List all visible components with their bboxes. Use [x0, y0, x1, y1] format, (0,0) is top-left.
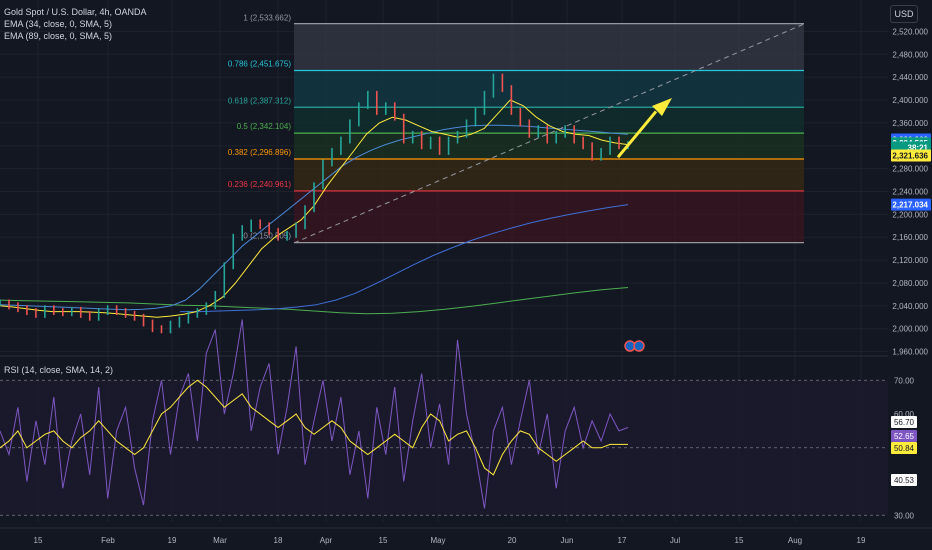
- time-tick-label: 15: [379, 536, 388, 545]
- price-tick-label: 2,120.000: [892, 256, 928, 265]
- price-tick-label: 2,080.000: [892, 279, 928, 288]
- fib-zone: [294, 190, 804, 243]
- time-axis[interactable]: 15 Feb 19 Mar 18 Apr 15 May 20 Jun 17 Jul 15 Aug 19: [0, 527, 932, 550]
- time-axis-bg: [0, 528, 932, 550]
- ema-long-blue-line: [180, 204, 629, 313]
- rsi-tick-label: 30.00: [894, 511, 915, 520]
- fib-level-label: 0.618 (2,387.312): [228, 96, 291, 105]
- ema-89-label[interactable]: EMA (89, close, 0, SMA, 5): [4, 31, 113, 41]
- fib-level-label: 0 (2,150.505): [243, 232, 291, 241]
- price-tick-label: 2,000.000: [892, 325, 928, 334]
- rsi-axis[interactable]: 70.00 60.00 30.00 56.70 52.65 50.84 40.53: [891, 376, 917, 520]
- price-tick-label: 2,360.000: [892, 119, 928, 128]
- time-tick-label: 15: [34, 536, 43, 545]
- rsi-label[interactable]: RSI (14, close, SMA, 14, 2): [4, 365, 114, 375]
- time-tick-label: 19: [857, 536, 866, 545]
- time-tick-label: 15: [735, 536, 744, 545]
- fib-level-label: 0.236 (2,240.961): [228, 180, 291, 189]
- symbol-title[interactable]: Gold Spot / U.S. Dollar, 4h, OANDA: [4, 7, 147, 17]
- fib-zone: [294, 133, 804, 159]
- fib-zone: [294, 107, 804, 134]
- rsi-tag: [891, 416, 917, 428]
- price-lines: [0, 73, 629, 334]
- rsi-tick-label: 70.00: [894, 376, 915, 385]
- price-tag: [891, 149, 931, 162]
- fib-zone: [294, 158, 804, 191]
- price-tick-label: 2,240.000: [892, 188, 928, 197]
- price-tag-label: 38:21: [908, 143, 929, 152]
- time-tick-label: 17: [618, 536, 627, 545]
- fib-zone: [294, 70, 804, 108]
- price-tag: [891, 198, 931, 211]
- rsi-tag: [891, 442, 917, 454]
- projection-arrow-shaft: [616, 110, 658, 159]
- fib-level-label: 0.786 (2,451.675): [228, 59, 291, 68]
- dashed-trend-line: [293, 23, 805, 244]
- rsi-tag-label: 50.84: [894, 444, 915, 453]
- rsi-tick-label: 60.00: [894, 410, 915, 419]
- projection-arrow-head: [652, 98, 672, 116]
- rsi-tag: [891, 474, 917, 486]
- time-tick-label: 19: [168, 536, 177, 545]
- currency-button[interactable]: USD: [890, 5, 918, 23]
- ema-long-green-line: [0, 287, 629, 315]
- price-tick-label: 2,200.000: [892, 210, 928, 219]
- price-tick-label: 2,160.000: [892, 233, 928, 242]
- fib-level-label: 1 (2,533.662): [243, 14, 291, 23]
- rsi-tag-label: 52.65: [894, 432, 915, 441]
- price-tick-label: 2,400.000: [892, 96, 928, 105]
- price-tick-label: 2,040.000: [892, 302, 928, 311]
- price-tick-label: 2,280.000: [892, 165, 928, 174]
- rsi-ma-line: [0, 379, 628, 476]
- price-tick-label: 2,520.000: [892, 27, 928, 36]
- rsi-tag-label: 56.70: [894, 418, 915, 427]
- economic-event-icon: [633, 340, 645, 352]
- time-tick-label: Jun: [561, 536, 574, 545]
- time-tick-label: 20: [508, 536, 517, 545]
- time-tick-label: Apr: [320, 536, 333, 545]
- time-tick-label: Jul: [670, 536, 680, 545]
- rsi-line: [0, 319, 629, 509]
- price-axis-bg: [888, 0, 932, 550]
- fib-level-label: 0.382 (2,296.896): [228, 148, 291, 157]
- event-icons[interactable]: [624, 340, 645, 352]
- time-tick-label: Feb: [101, 536, 115, 545]
- rsi-tag-label: 40.53: [894, 476, 915, 485]
- rsi-tag: [891, 430, 917, 442]
- price-tick-label: 1,960.000: [892, 348, 928, 357]
- price-tick-label: 2,440.000: [892, 73, 928, 82]
- time-tick-label: May: [430, 536, 445, 545]
- fib-level-label: 0.5 (2,342.104): [237, 122, 292, 131]
- ema-34-label[interactable]: EMA (34, close, 0, SMA, 5): [4, 19, 113, 29]
- time-tick-label: 18: [274, 536, 283, 545]
- fib-zone: [294, 23, 804, 71]
- price-tag-label: 2,321.636: [892, 151, 928, 160]
- price-axis[interactable]: 2,520.000 2,480.000 2,440.000 2,400.000 2,36…: [888, 0, 932, 550]
- trend-projection[interactable]: [293, 23, 805, 244]
- price-tag-label: 2,217.034: [892, 201, 928, 210]
- time-tick-label: Mar: [213, 536, 227, 545]
- price-tick-label: 2,480.000: [892, 50, 928, 59]
- rsi-panel: [0, 319, 888, 516]
- time-tick-label: Aug: [788, 536, 802, 545]
- chart-legend: Gold Spot / U.S. Dollar, 4h, OANDA EMA (…: [4, 6, 147, 42]
- fibonacci-retracement[interactable]: 1 (2,533.662) 0.786 (2,451.675) 0.618 (2,3…: [228, 14, 804, 244]
